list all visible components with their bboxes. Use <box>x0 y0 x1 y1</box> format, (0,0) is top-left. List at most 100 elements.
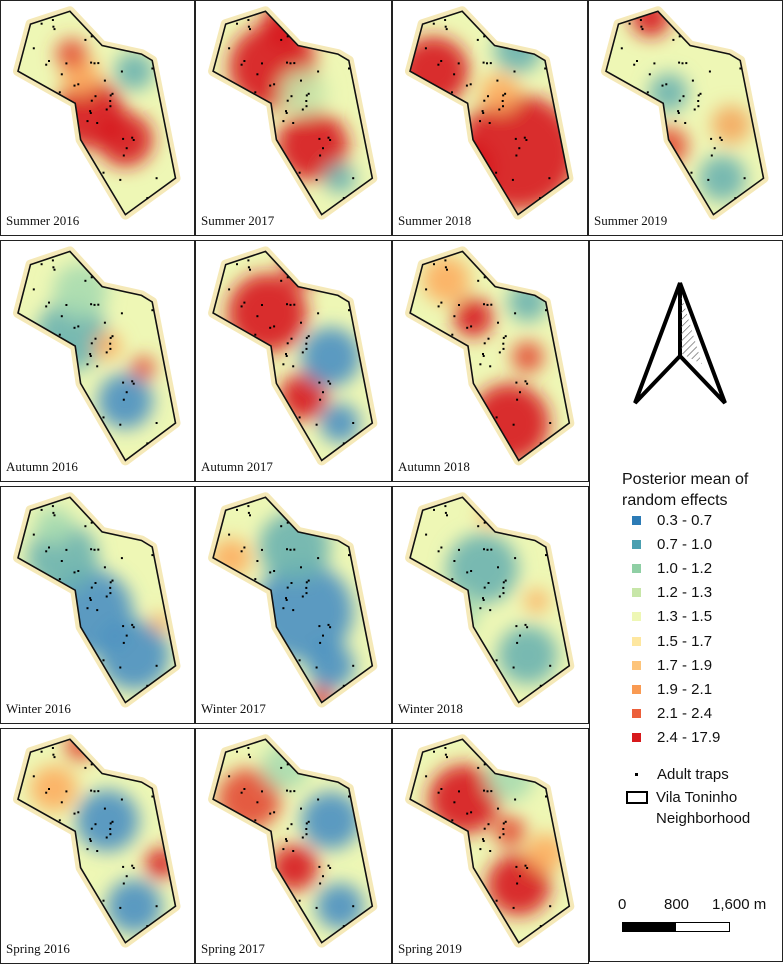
trap-point <box>693 108 696 111</box>
trap-point <box>77 811 80 814</box>
trap-point <box>352 422 355 424</box>
trap-point <box>109 581 112 584</box>
map-panel: Spring 2019 <box>392 728 589 964</box>
trap-point <box>486 790 489 793</box>
legend-item: 0.7 - 1.0 <box>632 533 712 555</box>
trap-point <box>122 154 125 157</box>
trap-point <box>292 850 295 852</box>
effect-area <box>511 341 544 373</box>
trap-point <box>498 595 501 598</box>
trap-point <box>488 122 491 124</box>
trap-point <box>479 607 482 610</box>
trap-point <box>119 906 122 909</box>
trap-point <box>661 84 664 87</box>
trap-point <box>458 304 460 306</box>
trap-point <box>317 798 320 801</box>
trap-point <box>90 35 93 38</box>
trap-point <box>515 625 518 628</box>
effect-area <box>53 263 109 319</box>
trap-point <box>451 578 454 581</box>
trap-point <box>514 557 517 560</box>
neighborhood-boundary <box>409 738 571 944</box>
trap-point <box>111 335 114 338</box>
trap-point <box>90 61 93 64</box>
panel-label: Spring 2016 <box>6 941 70 956</box>
trap-point-icon <box>635 772 638 776</box>
trap-point <box>482 597 484 600</box>
trap-point <box>280 279 283 282</box>
trap-point <box>437 791 440 794</box>
trap-point <box>440 546 443 549</box>
trap-point <box>48 788 50 790</box>
trap-point <box>648 73 651 76</box>
trap-point <box>286 548 288 551</box>
legend-swatch <box>632 709 641 719</box>
trap-point <box>292 365 295 368</box>
trap-point <box>329 867 332 869</box>
trap-point <box>48 546 50 549</box>
effect-area <box>93 332 122 360</box>
trap-point <box>486 303 489 306</box>
trap-point <box>119 423 122 426</box>
trap-point <box>305 833 308 836</box>
trap-point <box>502 342 505 345</box>
trap-point <box>444 25 447 28</box>
trap-point <box>444 747 447 749</box>
trap-point <box>545 309 547 312</box>
trap-point <box>84 525 87 528</box>
map-panel: Autumn 2018 <box>392 240 589 482</box>
trap-point <box>305 347 308 350</box>
trap-point <box>708 70 711 73</box>
trap-point <box>102 416 105 419</box>
trap-point <box>307 335 310 338</box>
effect-area <box>300 327 361 387</box>
trap-point <box>93 790 96 793</box>
trap-point <box>155 177 158 180</box>
effect-area <box>276 111 349 181</box>
trap-point <box>89 355 92 357</box>
random-effects-map <box>405 6 574 220</box>
panel-label: Spring 2017 <box>201 941 265 956</box>
legend-item: 0.3 - 0.7 <box>632 509 712 531</box>
trap-point <box>90 276 93 279</box>
trap-point <box>109 828 112 830</box>
trap-point <box>477 525 480 528</box>
trap-point <box>490 303 493 306</box>
map-panel: Summer 2017 <box>195 0 392 236</box>
trap-point <box>90 789 93 792</box>
random-effects-map <box>208 492 378 708</box>
trap-point <box>315 178 318 181</box>
trap-point <box>286 586 289 589</box>
trap-point <box>289 303 292 306</box>
trap-point <box>109 833 112 836</box>
trap-point <box>40 263 43 266</box>
trap-point <box>293 790 296 793</box>
trap-point <box>103 807 106 810</box>
trap-point <box>539 442 542 445</box>
trap-point <box>120 557 123 560</box>
trap-point <box>84 38 87 41</box>
effect-area <box>525 833 566 872</box>
trap-point <box>273 811 276 814</box>
trap-point <box>96 609 99 612</box>
trap-point <box>318 865 321 868</box>
effect-area <box>114 51 154 91</box>
trap-point <box>476 38 479 41</box>
trap-point <box>97 790 100 793</box>
trap-point <box>120 798 123 801</box>
trap-point <box>228 288 231 291</box>
trap-point <box>495 416 498 419</box>
trap-point <box>497 566 499 569</box>
trap-point <box>487 337 490 340</box>
trap-point <box>125 147 128 150</box>
trap-point <box>289 62 292 65</box>
trap-point <box>352 664 355 667</box>
neighborhood-boundary <box>212 10 374 216</box>
trap-point <box>504 820 507 823</box>
trap-point <box>109 586 112 589</box>
trap-point <box>254 819 257 822</box>
trap-point <box>319 398 322 401</box>
trap-point <box>489 609 492 612</box>
trap-point <box>298 171 301 174</box>
trap-point <box>96 122 99 124</box>
